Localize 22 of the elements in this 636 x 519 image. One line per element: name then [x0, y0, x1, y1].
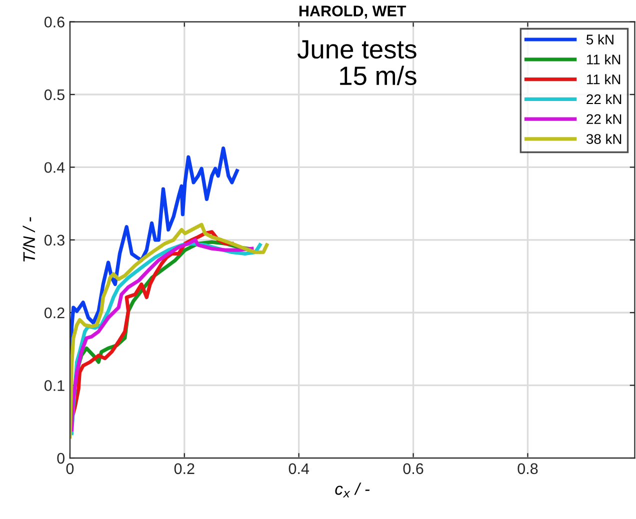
x-axis-title: c$_{x}$ / - — [335, 482, 370, 498]
legend-label: 22 kN — [586, 94, 622, 104]
y-tick-label: 0.3 — [44, 234, 64, 246]
legend-label: 38 kN — [586, 134, 622, 144]
legend-label: 11 kN — [587, 74, 620, 84]
y-axis-title: T/N / - — [22, 217, 36, 262]
legend-label: 11 kN — [587, 54, 620, 64]
legend-label: 5 kN — [586, 34, 614, 44]
y-tick-label: 0.5 — [44, 89, 64, 100]
y-tick-label: 0.4 — [44, 162, 65, 173]
x-tick-label: 0.8 — [518, 463, 538, 474]
chart-title: HAROLD, WET — [299, 6, 406, 19]
x-tick-label: 0.2 — [174, 463, 194, 474]
legend-label: 22 kN — [586, 114, 622, 124]
x-tick-label: 0.4 — [288, 463, 310, 474]
y-tick-label: 0 — [57, 452, 64, 464]
annotation: June tests 15 m/s — [297, 40, 416, 86]
x-tick-label: 0.6 — [403, 463, 424, 474]
y-tick-label: 0.1 — [44, 380, 64, 391]
x-tick-label: 0 — [66, 463, 74, 474]
y-tick-label: 0.6 — [44, 16, 64, 28]
y-tick-label: 0.2 — [44, 307, 64, 318]
